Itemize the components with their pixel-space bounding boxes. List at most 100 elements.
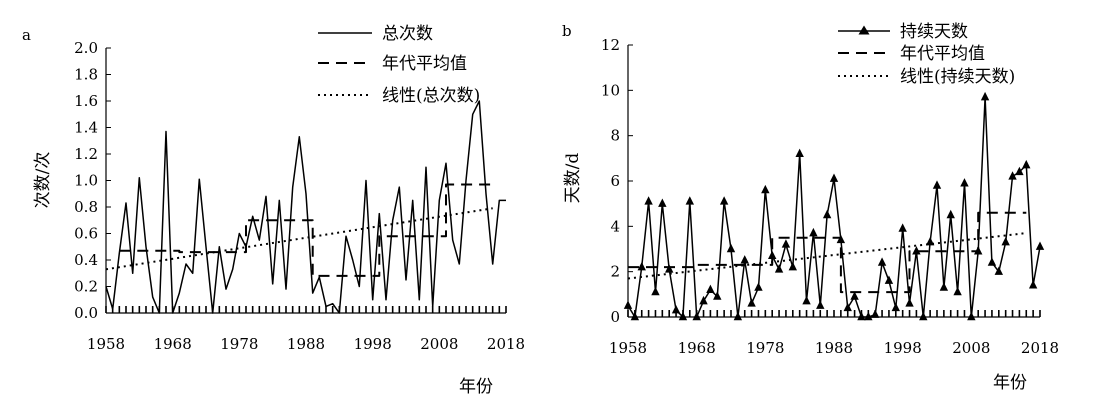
panel-b-data-point bbox=[802, 295, 811, 305]
panel-a-series-line bbox=[119, 183, 493, 277]
panel-b-data-point bbox=[809, 227, 818, 237]
panel-b-data-point bbox=[822, 209, 832, 219]
panel-b-data-point bbox=[1022, 159, 1031, 169]
panel-b-data-point bbox=[829, 173, 839, 182]
panel-a-y-tick-label: 0.6 bbox=[74, 225, 98, 243]
panel-b-x-tick-label: 1968 bbox=[678, 339, 716, 357]
panel-a-x-tick-label: 1978 bbox=[220, 335, 258, 353]
panel-b-data-point bbox=[630, 311, 640, 321]
panel-b-data-point bbox=[980, 91, 990, 101]
panel-b-data-point bbox=[939, 282, 949, 291]
panel-b-x-tick-label: 1958 bbox=[609, 339, 647, 357]
panel-b-data-point bbox=[644, 196, 653, 205]
panel-a-x-axis-title: 年份 bbox=[459, 377, 493, 397]
panel-b-data-point bbox=[974, 246, 983, 255]
panel-a-y-axis-title: 次数/次 bbox=[33, 152, 53, 209]
panel-b-data-point bbox=[905, 298, 914, 307]
panel-a-y-tick-label: 0.4 bbox=[74, 251, 98, 269]
panel-a-y-tick-label: 1.2 bbox=[74, 145, 98, 163]
panel-a-x-tick-label: 1988 bbox=[287, 335, 325, 353]
panel-a-x-tick-label: 2018 bbox=[487, 335, 525, 353]
panel-b-label: b bbox=[562, 22, 572, 40]
panel-b-y-tick-label: 2 bbox=[610, 263, 620, 281]
panel-b-data-point bbox=[898, 223, 907, 232]
panel-b-y-tick-label: 6 bbox=[610, 172, 620, 190]
legend-a-label-trend: 线性(总次数) bbox=[382, 86, 480, 106]
panel-a-y-tick-label: 1.6 bbox=[74, 92, 98, 110]
panel-b-data-point bbox=[713, 291, 722, 300]
panel-b-data-point bbox=[747, 298, 756, 307]
panel-b-series-line bbox=[627, 96, 1041, 318]
legend-b-swatch-marker bbox=[858, 25, 870, 35]
panel-b-data-point bbox=[692, 311, 701, 321]
panel-a-x-tick-label: 1968 bbox=[154, 335, 192, 353]
panel-b-data-point bbox=[967, 311, 976, 321]
panel-a-y-tick-label: 0.2 bbox=[74, 278, 98, 296]
panel-b-data-point bbox=[658, 198, 667, 207]
panel-b-y-tick-label: 8 bbox=[610, 127, 620, 145]
panel-b-data-point bbox=[761, 184, 770, 194]
panel-b-data-point bbox=[726, 243, 736, 253]
panel-a-y-tick-label: 0.8 bbox=[74, 198, 98, 216]
panel-b-legend: 持续天数 年代平均值 线性(持续天数) bbox=[838, 22, 1015, 87]
panel-b-x-tick-label: 1988 bbox=[815, 339, 853, 357]
panel-b-y-tick-label: 4 bbox=[610, 217, 620, 235]
panel-b-data-point bbox=[1035, 241, 1045, 250]
panel-a-label: a bbox=[22, 26, 31, 44]
panel-b-data-point bbox=[932, 180, 942, 189]
panel-b-data-point bbox=[877, 257, 887, 266]
panel-a-series-line bbox=[105, 100, 506, 314]
panel-b-data-point bbox=[1015, 166, 1024, 176]
panel-b-data-point bbox=[774, 264, 784, 273]
panel-a-x-tick-label: 1958 bbox=[87, 335, 125, 353]
panel-b-x-tick-label: 2008 bbox=[952, 339, 990, 357]
panel-b-data-point bbox=[685, 196, 694, 205]
panel-b-data-point bbox=[719, 196, 729, 205]
legend-b-label-decade: 年代平均值 bbox=[900, 44, 985, 64]
panel-b-data-point bbox=[994, 266, 1003, 275]
panel-b-data-point bbox=[699, 295, 708, 305]
legend-b-label-duration: 持续天数 bbox=[900, 22, 968, 42]
panel-b-data-point bbox=[768, 250, 777, 259]
legend-b-label-trend: 线性(持续天数) bbox=[900, 67, 1015, 87]
panel-b-data-point bbox=[740, 255, 749, 264]
panel-b-data-point bbox=[919, 311, 928, 321]
panel-b-data-point bbox=[857, 311, 866, 321]
panel-b: b 天数/d 年份 持续天数 年代平均值 线性(持续天数) 0 2 4 6 8 10 12 1… bbox=[562, 22, 1059, 393]
panel-b-data-point bbox=[637, 261, 646, 271]
panel-b-data-point bbox=[678, 311, 688, 321]
panel-b-data-point bbox=[671, 305, 681, 314]
panel-a-y-tick-label: 1.8 bbox=[74, 66, 98, 84]
panel-b-y-axis-title: 天数/d bbox=[563, 153, 583, 204]
panel-b-data-point bbox=[843, 302, 852, 312]
panel-a: a 次数/次 年份 总次数 年代平均值 线性(总次数) 0.0 0.2 0.4 0.6… bbox=[22, 24, 525, 397]
panel-b-y-tick-label: 0 bbox=[610, 308, 620, 326]
panel-b-data-point bbox=[836, 234, 846, 244]
panel-b-data-point bbox=[665, 264, 674, 273]
panel-b-data-point bbox=[754, 282, 763, 291]
panel-b-x-tick-label: 1998 bbox=[884, 339, 922, 357]
panel-b-data-point bbox=[946, 209, 955, 219]
panel-b-data-point bbox=[706, 284, 715, 293]
panel-b-data-point bbox=[884, 275, 894, 284]
panel-b-data-point bbox=[864, 311, 873, 321]
panel-a-y-tick-label: 2.0 bbox=[74, 39, 98, 57]
panel-b-data-point bbox=[816, 300, 825, 309]
panel-b-data-point bbox=[623, 300, 633, 309]
legend-a-label-decade: 年代平均值 bbox=[382, 54, 467, 74]
panel-b-data-point bbox=[733, 311, 743, 321]
panel-a-x-tick-label: 2008 bbox=[420, 335, 458, 353]
panel-a-y-tick-label: 1.0 bbox=[74, 172, 98, 190]
panel-b-data-point bbox=[1001, 237, 1010, 246]
panel-b-data-point bbox=[960, 178, 969, 187]
legend-a-label-total: 总次数 bbox=[382, 24, 433, 44]
panel-b-data-point bbox=[1008, 171, 1017, 180]
panel-a-x-tick-label: 1998 bbox=[354, 335, 392, 353]
panel-a-y-tick-label: 1.4 bbox=[74, 119, 98, 137]
panel-b-data-point bbox=[912, 246, 921, 255]
panel-b-data-point bbox=[953, 286, 962, 296]
panel-a-legend: 总次数 年代平均值 线性(总次数) bbox=[318, 24, 480, 106]
panel-b-data-point bbox=[850, 291, 859, 300]
panel-b-data-point bbox=[795, 148, 804, 157]
